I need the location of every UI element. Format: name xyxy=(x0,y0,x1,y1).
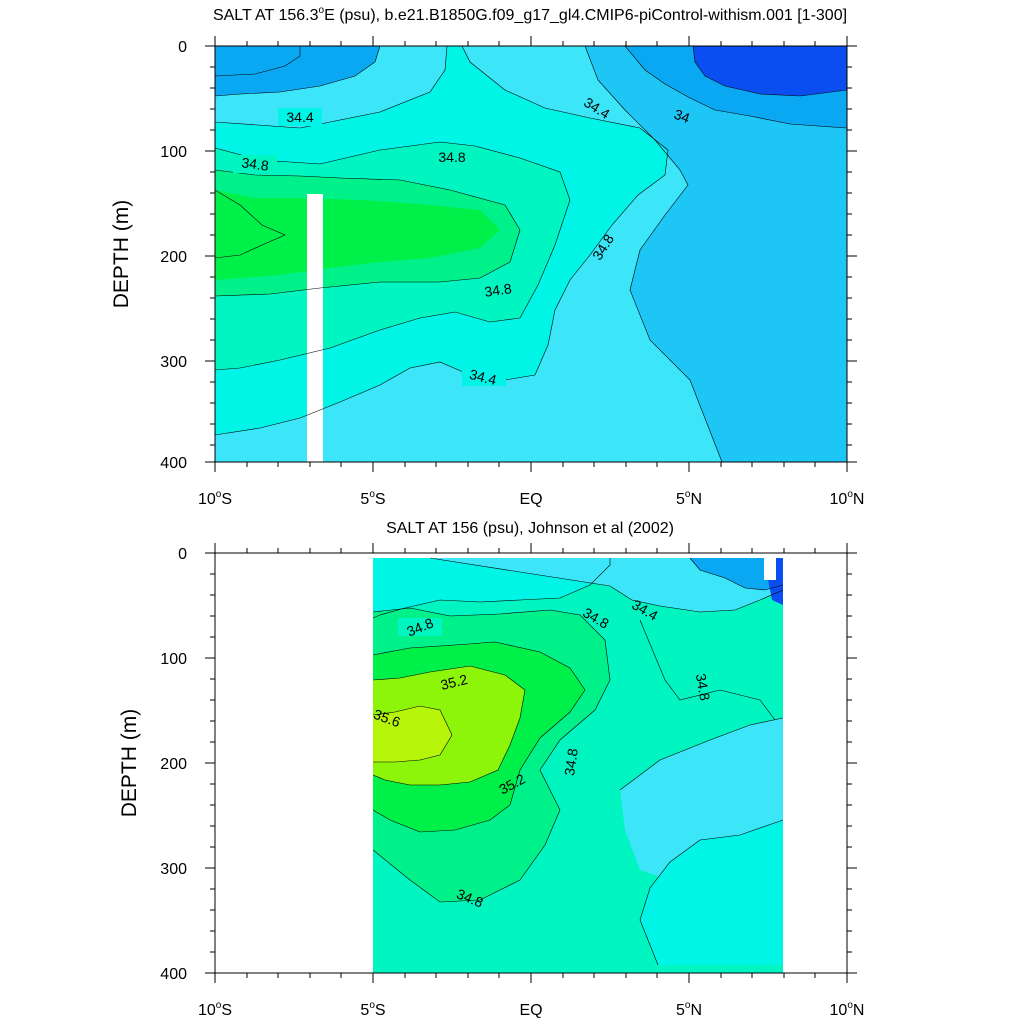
y-ticklabels-model: 0 100 200 300 400 xyxy=(160,39,187,472)
x-ticklabels-observed: 10oS 5oS EQ 5oN 10oN xyxy=(198,1000,864,1019)
axes-model xyxy=(205,36,857,472)
svg-text:10oN: 10oN xyxy=(830,1000,865,1019)
svg-text:100: 100 xyxy=(160,651,187,668)
ylabel-model: DEPTH (m) xyxy=(110,200,133,309)
svg-text:10oS: 10oS xyxy=(198,489,232,508)
svg-text:100: 100 xyxy=(160,144,187,161)
svg-text:34.8: 34.8 xyxy=(438,149,465,165)
svg-text:300: 300 xyxy=(160,861,187,878)
title-observed: SALT AT 156 (psu), Johnson et al (2002) xyxy=(386,520,674,537)
axes-observed xyxy=(205,543,857,983)
contour-lines-model xyxy=(214,45,848,463)
x-ticklabels-model: 10oS 5oS EQ 5oN 10oN xyxy=(198,489,864,508)
title-model: SALT AT 156.3oE (psu), b.e21.B1850G.f09_… xyxy=(213,5,847,24)
svg-text:5oN: 5oN xyxy=(676,1000,702,1019)
svg-text:34.8: 34.8 xyxy=(693,672,714,702)
svg-text:10oN: 10oN xyxy=(830,489,865,508)
panel-observed: SALT AT 156 (psu), Johnson et al (2002) xyxy=(118,520,864,1019)
svg-text:400: 400 xyxy=(160,455,187,472)
svg-text:34.4: 34.4 xyxy=(286,109,313,125)
contour-fill-model xyxy=(215,46,847,462)
svg-text:5oN: 5oN xyxy=(676,489,702,508)
svg-text:EQ: EQ xyxy=(519,491,542,508)
svg-text:34.4: 34.4 xyxy=(468,366,499,388)
svg-text:34.8: 34.8 xyxy=(241,154,270,174)
svg-text:34.8: 34.8 xyxy=(483,280,512,300)
svg-text:200: 200 xyxy=(160,249,187,266)
svg-text:0: 0 xyxy=(178,39,187,56)
svg-text:5oS: 5oS xyxy=(360,1000,385,1019)
svg-text:0: 0 xyxy=(178,546,187,563)
svg-text:34.8: 34.8 xyxy=(561,747,581,776)
svg-text:35.2: 35.2 xyxy=(439,671,470,693)
svg-text:200: 200 xyxy=(160,756,187,773)
svg-text:10oS: 10oS xyxy=(198,1000,232,1019)
svg-text:5oS: 5oS xyxy=(360,489,385,508)
svg-text:EQ: EQ xyxy=(519,1002,542,1019)
contour-lines-observed xyxy=(372,557,784,966)
contour-labels-model: 34.4 34.8 34.8 34.8 34.4 34 34.4 34.8 xyxy=(233,94,692,388)
panel-model: SALT AT 156.3oE (psu), b.e21.B1850G.f09_… xyxy=(110,5,864,508)
ylabel-observed: DEPTH (m) xyxy=(118,709,141,818)
svg-text:400: 400 xyxy=(160,966,187,983)
svg-text:300: 300 xyxy=(160,354,187,371)
svg-text:34: 34 xyxy=(672,106,692,126)
y-ticklabels-observed: 0 100 200 300 400 xyxy=(160,546,187,983)
